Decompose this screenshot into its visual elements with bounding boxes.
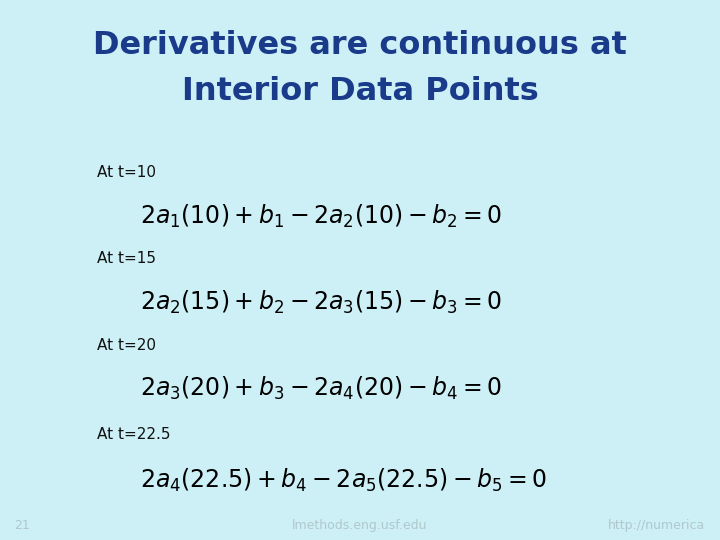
Text: Interior Data Points: Interior Data Points: [181, 76, 539, 106]
Text: At t=15: At t=15: [97, 251, 156, 266]
Text: Derivatives are continuous at: Derivatives are continuous at: [93, 30, 627, 60]
Text: 21: 21: [14, 519, 30, 532]
Text: http://numerica: http://numerica: [608, 519, 706, 532]
Text: $2a_2(15)+b_2-2a_3(15)-b_3=0$: $2a_2(15)+b_2-2a_3(15)-b_3=0$: [140, 289, 503, 316]
Text: lmethods.eng.usf.edu: lmethods.eng.usf.edu: [292, 519, 428, 532]
Text: At t=10: At t=10: [97, 165, 156, 180]
Text: At t=20: At t=20: [97, 338, 156, 353]
Text: $2a_3(20)+b_3-2a_4(20)-b_4=0$: $2a_3(20)+b_3-2a_4(20)-b_4=0$: [140, 375, 503, 402]
Text: At t=22.5: At t=22.5: [97, 427, 171, 442]
Text: $2a_4(22.5)+b_4-2a_5(22.5)-b_5=0$: $2a_4(22.5)+b_4-2a_5(22.5)-b_5=0$: [140, 467, 548, 494]
Text: $2a_1(10)+b_1-2a_2(10)-b_2=0$: $2a_1(10)+b_1-2a_2(10)-b_2=0$: [140, 202, 503, 230]
